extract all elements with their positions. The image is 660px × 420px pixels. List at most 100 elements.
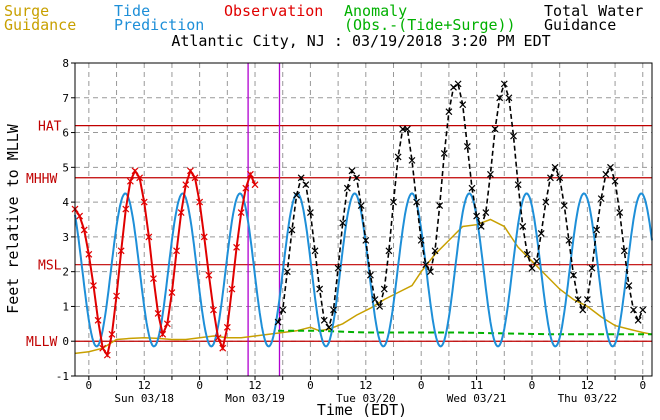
total-water-point (528, 264, 536, 272)
x-tick-label: 0 (196, 379, 203, 392)
total-water-point (519, 223, 527, 230)
total-water-point (547, 174, 554, 182)
total-water-point (537, 229, 545, 237)
observation-point (186, 167, 194, 175)
total-water-point (348, 167, 356, 175)
observation-point (223, 323, 231, 331)
observation-point (136, 174, 144, 182)
observation-point (200, 233, 208, 241)
observation-point (122, 205, 130, 213)
observation-point (205, 271, 213, 279)
observation-point (210, 306, 217, 314)
observation-point (145, 233, 153, 241)
total-water-point (362, 236, 370, 244)
chart-title: Atlantic City, NJ : 03/19/2018 3:20 PM E… (171, 32, 550, 50)
series-tide-prediction (74, 192, 653, 348)
total-water-point (311, 247, 319, 255)
x-tick-label: 0 (529, 379, 536, 392)
y-tick-label: 2 (62, 266, 69, 279)
total-water-point (454, 80, 462, 88)
total-water-point (445, 108, 453, 116)
total-water-point (602, 170, 610, 178)
observation-point (177, 209, 185, 216)
observation-point (219, 344, 227, 352)
total-water-point (297, 174, 305, 182)
series-observation (74, 168, 256, 358)
total-water-point (279, 306, 287, 314)
y-tick-label: 8 (62, 57, 69, 70)
legend-header: Surge Guidance Tide Prediction Observati… (4, 2, 643, 34)
day-label: Tue 03/20 (336, 392, 396, 405)
total-water-point (607, 163, 614, 171)
y-tick-label: 3 (62, 231, 69, 244)
x-tick-label: 12 (359, 379, 372, 392)
total-water-point (403, 125, 411, 133)
total-water-point (523, 250, 531, 258)
total-water-point (630, 306, 637, 314)
x-tick-label: 0 (307, 379, 314, 392)
observation-point (251, 181, 259, 189)
total-water-point (616, 209, 624, 216)
observation-point (168, 289, 176, 296)
observation-point (154, 309, 162, 317)
observation-point (76, 212, 84, 220)
total-water-point (496, 94, 504, 102)
x-axis: 0 12 0 12 0 12 0 11 0 12 0 Sun 03/18 Mon 03/19 Tue 03… (86, 376, 646, 405)
legend-observation: Observation (224, 2, 323, 20)
total-water-point (491, 125, 499, 133)
total-water-point (588, 264, 596, 272)
total-water-point (422, 261, 430, 269)
total-water-point (408, 156, 416, 164)
observation-point (173, 247, 180, 255)
total-water-point (334, 264, 342, 272)
observation-point (163, 320, 171, 328)
total-water-point (330, 306, 337, 314)
total-water-point (463, 143, 471, 150)
legend-surge-line2: Guidance (4, 16, 76, 34)
observation-point (131, 167, 139, 175)
total-water-point (302, 181, 310, 189)
total-water-point (533, 257, 541, 265)
observation-point (90, 282, 97, 290)
y-tick-label: 6 (62, 127, 69, 140)
observation-point (80, 226, 88, 234)
total-water-point (306, 209, 314, 216)
total-water-point (556, 174, 564, 182)
total-water-point (510, 132, 517, 140)
total-water-point (274, 318, 282, 326)
legend-tide-line2: Prediction (114, 16, 204, 34)
y-tick-label: -1 (56, 370, 69, 383)
total-water-point (574, 296, 582, 303)
observation-point (182, 181, 190, 189)
x-tick-label: 0 (418, 379, 425, 392)
total-water-point (482, 209, 490, 216)
legend-anomaly-line1: Anomaly (344, 2, 407, 20)
total-water-point (436, 202, 444, 210)
total-water-point (620, 247, 628, 255)
day-label: Mon 03/19 (225, 392, 285, 405)
total-water-point (357, 202, 365, 210)
x-axis-title: Time (EDT) (317, 401, 407, 419)
x-tick-label: 11 (470, 379, 483, 392)
total-water-point (570, 271, 577, 279)
total-water-point (390, 198, 397, 206)
x-tick-label: 12 (581, 379, 594, 392)
y-axis: -1 0 1 2 3 4 5 6 7 8 (56, 57, 75, 383)
series-group (71, 80, 653, 359)
y-tick-label: 7 (62, 92, 69, 105)
total-water-point (579, 306, 587, 314)
total-water-point (473, 212, 481, 220)
total-water-point (468, 184, 476, 192)
legend-anomaly-line2: (Obs.-(Tide+Surge)) (344, 16, 516, 34)
total-water-point (385, 247, 393, 255)
total-water-point (625, 282, 633, 290)
y-tick-label: 0 (62, 335, 69, 348)
total-water-point (316, 285, 324, 293)
day-label: Sun 03/18 (114, 392, 174, 405)
total-water-point (634, 316, 642, 324)
x-tick-label: 12 (248, 379, 261, 392)
datum-label-mllw: MLLW (26, 335, 57, 350)
total-water-point (283, 268, 291, 276)
observation-point (214, 334, 222, 342)
total-water-point (293, 191, 300, 199)
